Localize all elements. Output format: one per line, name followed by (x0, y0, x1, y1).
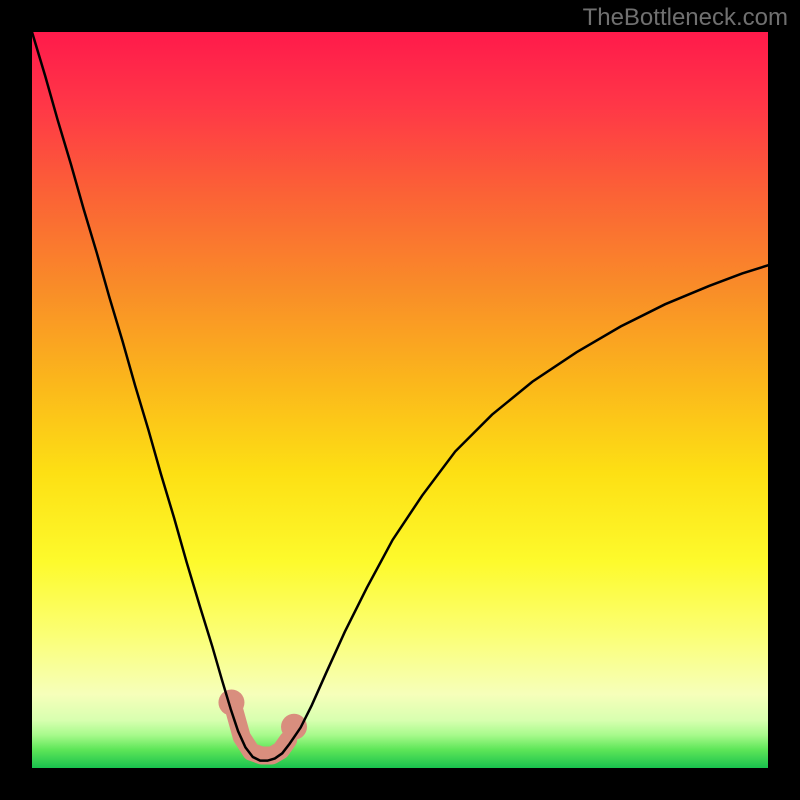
bottleneck-chart (32, 32, 768, 768)
watermark-text: TheBottleneck.com (583, 4, 788, 32)
chart-background (32, 32, 768, 768)
chart-frame: { "meta": { "width": 800, "height": 800,… (0, 0, 800, 800)
